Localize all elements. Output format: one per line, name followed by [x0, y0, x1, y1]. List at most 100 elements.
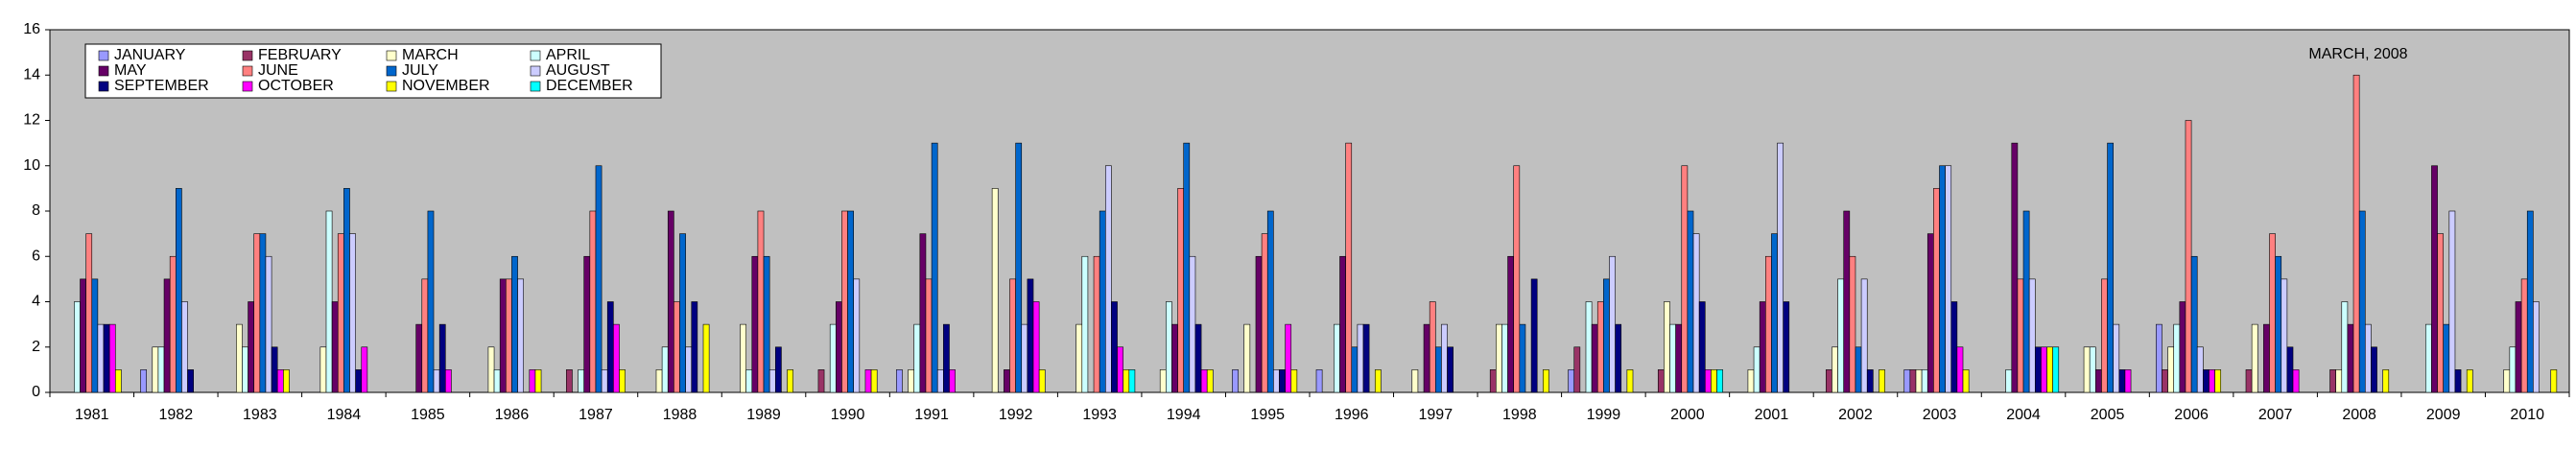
- bar: [517, 278, 524, 393]
- bar: [2214, 369, 2222, 393]
- bar: [2173, 323, 2181, 393]
- bar: [1128, 369, 1136, 393]
- legend-swatch: [98, 65, 109, 77]
- bar: [2046, 346, 2053, 393]
- bar: [1698, 301, 1706, 393]
- bar: [1345, 142, 1353, 393]
- bar: [1962, 369, 1970, 393]
- bar: [601, 369, 608, 393]
- bar: [1866, 369, 1874, 393]
- bar: [1765, 255, 1772, 393]
- bar: [1591, 323, 1598, 393]
- x-tick-label: 1992: [999, 407, 1033, 423]
- bar: [1206, 369, 1214, 393]
- bar: [702, 323, 710, 393]
- y-tick-label: 8: [32, 202, 40, 219]
- y-tick-label: 6: [32, 248, 40, 264]
- bar: [1194, 323, 1202, 393]
- bar: [1351, 346, 1359, 393]
- bar: [606, 301, 614, 393]
- bar: [595, 165, 603, 393]
- bar: [2550, 369, 2558, 393]
- bar: [740, 323, 746, 393]
- legend-swatch: [530, 65, 541, 77]
- x-tick-label: 1982: [159, 407, 194, 423]
- bar: [1261, 233, 1268, 393]
- bar: [2203, 369, 2210, 393]
- bar: [91, 278, 99, 393]
- bar: [140, 369, 147, 393]
- bar: [438, 323, 446, 393]
- x-tick-label: 2010: [2510, 407, 2544, 423]
- bar: [2245, 369, 2253, 393]
- bar: [1939, 165, 1946, 393]
- bar: [1626, 369, 1634, 393]
- bar: [1543, 369, 1549, 393]
- bar: [421, 278, 429, 393]
- bar: [2358, 210, 2366, 393]
- bar: [433, 369, 440, 393]
- bar: [1489, 369, 1497, 393]
- bar: [847, 210, 854, 393]
- bar: [2292, 369, 2300, 393]
- x-tick-label: 1991: [914, 407, 949, 423]
- legend-swatch: [386, 50, 397, 61]
- bar: [108, 323, 116, 393]
- bar: [2196, 346, 2204, 393]
- bar: [2275, 255, 2282, 393]
- bar: [1362, 323, 1370, 393]
- bar: [276, 369, 284, 393]
- bar: [337, 233, 344, 393]
- bar: [2526, 210, 2534, 393]
- bar: [2509, 346, 2517, 393]
- y-tick-label: 16: [23, 21, 40, 37]
- bar: [2095, 369, 2102, 393]
- bar: [331, 301, 339, 393]
- x-tick-label: 1996: [1335, 407, 1369, 423]
- bar: [674, 301, 680, 393]
- x-tick-label: 1994: [1167, 407, 1201, 423]
- bar: [931, 142, 938, 393]
- x-tick-label: 2003: [1923, 407, 1957, 423]
- bar: [2101, 278, 2108, 393]
- x-tick-label: 2005: [2091, 407, 2125, 423]
- bar: [1921, 369, 1928, 393]
- bar: [1903, 369, 1911, 393]
- bar: [2179, 301, 2186, 393]
- bar: [74, 301, 81, 393]
- legend-swatch: [242, 65, 253, 77]
- bar: [1692, 233, 1700, 393]
- bar: [1123, 369, 1130, 393]
- x-tick-label: 1986: [495, 407, 530, 423]
- bar: [578, 369, 585, 393]
- bar: [1933, 188, 1940, 393]
- bar: [1334, 323, 1340, 393]
- bar: [2520, 278, 2528, 393]
- bar: [1530, 278, 1538, 393]
- bar: [1832, 346, 1838, 393]
- bar: [2466, 369, 2473, 393]
- x-tick-label: 1997: [1419, 407, 1453, 423]
- bar: [499, 278, 507, 393]
- bar: [925, 278, 933, 393]
- bar: [1945, 165, 1952, 393]
- bar: [80, 278, 86, 393]
- bar: [361, 346, 368, 393]
- bar: [1357, 323, 1364, 393]
- bar: [265, 255, 272, 393]
- bar: [253, 233, 261, 393]
- bar: [2185, 120, 2192, 393]
- bar: [896, 369, 903, 393]
- bar: [1200, 369, 1208, 393]
- bar: [1747, 369, 1755, 393]
- bar: [751, 255, 759, 393]
- legend-swatch: [242, 50, 253, 61]
- bar: [1926, 233, 1934, 393]
- bar: [2431, 165, 2438, 393]
- bar: [949, 369, 956, 393]
- bar: [768, 369, 776, 393]
- bar: [236, 323, 243, 393]
- bar: [2011, 142, 2019, 393]
- legend-swatch: [530, 50, 541, 61]
